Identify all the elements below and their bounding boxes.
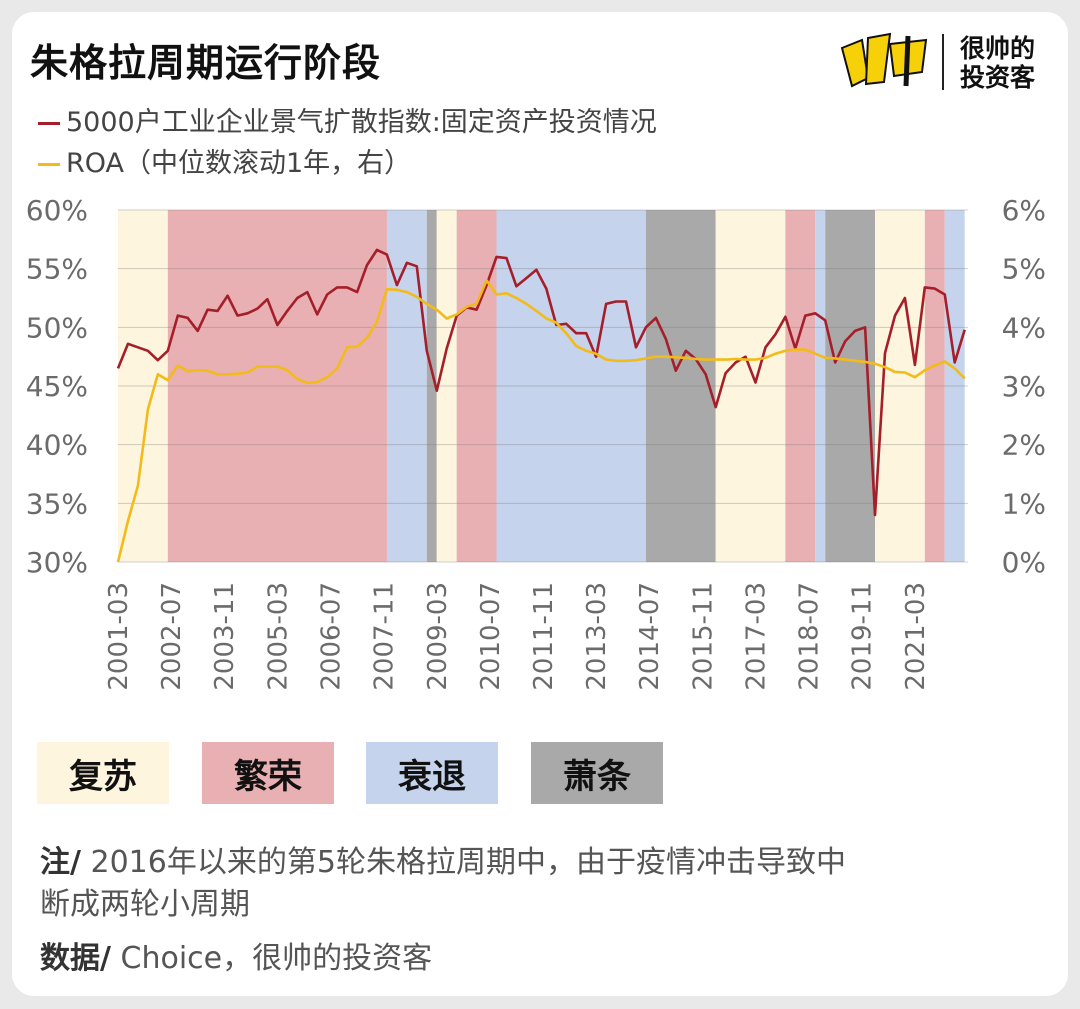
note-line2: 断成两轮小周期	[40, 887, 250, 922]
y-left-tick-label: 35%	[26, 487, 88, 520]
phase-band-depression	[825, 210, 876, 562]
source: 数据/ Choice，很帅的投资客	[40, 938, 432, 980]
page-title: 朱格拉周期运行阶段	[30, 41, 382, 85]
note: 注/ 2016年以来的第5轮朱格拉周期中，由于疫情冲击导致中 断成两轮小周期	[40, 842, 846, 926]
y-right-tick-label: 0%	[1002, 546, 1046, 579]
x-tick-label: 2009-03	[423, 582, 453, 691]
phase-band-boom	[456, 210, 497, 562]
phase-band-recovery	[715, 210, 786, 562]
y-right-tick-label: 4%	[1002, 311, 1046, 344]
logo-text: 很帅的 投资客	[960, 34, 1035, 92]
phase-band-depression	[645, 210, 716, 562]
y-right-tick-label: 5%	[1002, 253, 1046, 286]
logo-text-line1: 很帅的	[960, 34, 1036, 63]
phase-band-boom	[924, 210, 945, 562]
x-tick-label: 2011-11	[529, 582, 559, 691]
legend-label-index: 5000户工业企业景气扩散指数:固定资产投资情况	[66, 107, 657, 138]
x-tick-label: 2015-11	[688, 582, 718, 691]
y-left-tick-label: 55%	[26, 253, 88, 286]
note-prefix: 注/	[40, 845, 81, 880]
legend-swatch-index	[38, 122, 60, 125]
x-tick-label: 2013-03	[582, 582, 612, 691]
x-axis: 2001-03 2002-07 2003-11 2005-03 2006-07 2007-…	[104, 582, 931, 691]
y-axis-right: 0% 1% 2% 3% 4% 5% 6%	[1002, 194, 1046, 579]
y-left-tick-label: 45%	[26, 370, 88, 403]
source-prefix: 数据/	[40, 941, 111, 976]
y-right-tick-label: 1%	[1002, 487, 1046, 520]
phase-legend-depression: 萧条	[531, 742, 663, 804]
phase-band-recession	[815, 210, 826, 562]
logo-text-line2: 投资客	[960, 63, 1036, 92]
note-line1: 2016年以来的第5轮朱格拉周期中，由于疫情冲击导致中	[80, 845, 846, 880]
x-tick-label: 2021-03	[901, 582, 931, 691]
phase-band-recession	[386, 210, 427, 562]
legend-label-roa: ROA（中位数滚动1年，右）	[66, 148, 412, 179]
logo-mark-icon	[840, 32, 928, 88]
series-line-index	[116, 248, 966, 517]
phase-legend-boom: 繁荣	[202, 742, 334, 804]
y-right-tick-label: 3%	[1002, 370, 1046, 403]
phase-band-recovery	[118, 210, 168, 562]
x-tick-label: 2017-03	[742, 582, 772, 691]
legend-item-roa: ROA（中位数滚动1年，右）	[38, 141, 411, 180]
x-tick-label: 2014-07	[635, 582, 665, 691]
source-text: Choice，很帅的投资客	[110, 941, 433, 976]
x-tick-label: 2006-07	[317, 582, 347, 691]
y-right-tick-label: 2%	[1002, 429, 1046, 462]
y-right-tick-label: 6%	[1002, 194, 1046, 227]
legend-item-index: 5000户工业企业景气扩散指数:固定资产投资情况	[38, 100, 657, 139]
y-left-tick-label: 30%	[26, 546, 88, 579]
phase-bands	[118, 210, 965, 562]
series-lines	[116, 248, 966, 563]
phase-band-depression	[426, 210, 437, 562]
x-tick-label: 2001-03	[104, 582, 134, 691]
phase-band-recession	[944, 210, 965, 562]
y-left-tick-label: 60%	[26, 194, 88, 227]
x-tick-label: 2003-11	[210, 582, 240, 691]
series-line-roa	[116, 279, 966, 563]
y-left-tick-label: 50%	[26, 311, 88, 344]
logo: 很帅的 投资客	[838, 30, 1058, 94]
x-tick-label: 2010-07	[476, 582, 506, 691]
logo-separator	[942, 34, 944, 90]
y-axis-left: 30% 35% 40% 45% 50% 55% 60%	[26, 194, 88, 579]
y-left-tick-label: 40%	[26, 429, 88, 462]
phase-band-recovery	[436, 210, 457, 562]
phase-band-boom	[167, 210, 387, 562]
x-tick-label: 2005-03	[263, 582, 293, 691]
legend-swatch-roa	[38, 163, 60, 166]
phase-band-boom	[785, 210, 816, 562]
x-tick-label: 2018-07	[795, 582, 825, 691]
x-tick-label: 2007-11	[370, 582, 400, 691]
phase-band-recession	[496, 210, 646, 562]
phase-legend-recession: 衰退	[366, 742, 498, 804]
phase-legend-recovery: 复苏	[37, 742, 169, 804]
x-tick-label: 2019-11	[848, 582, 878, 691]
x-tick-label: 2002-07	[157, 582, 187, 691]
